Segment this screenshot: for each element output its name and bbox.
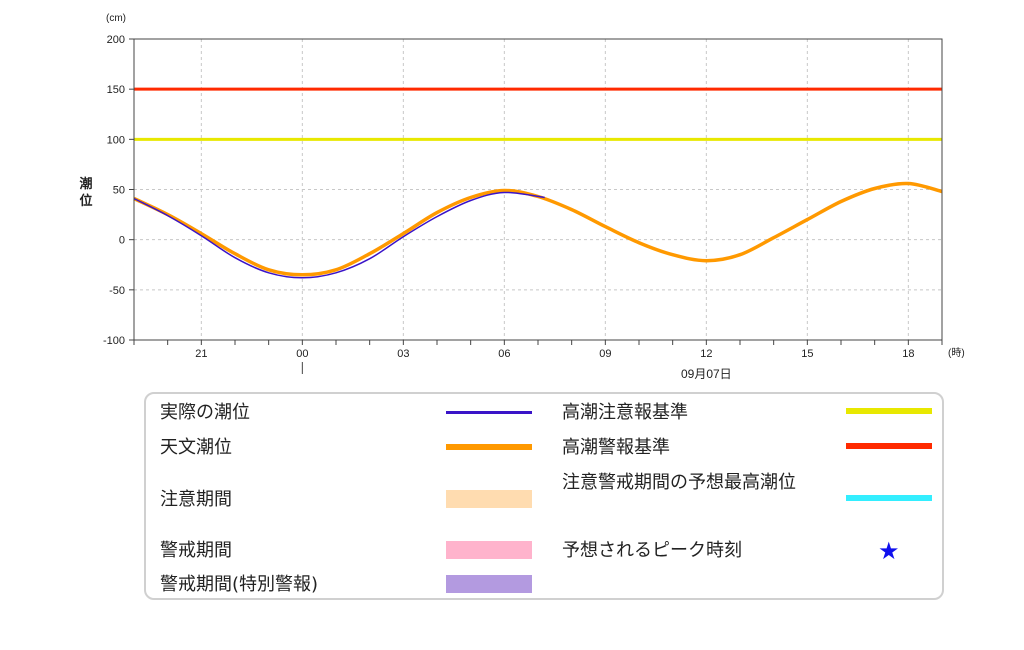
tide-chart: 200 150 100 50 0 -50 -100 21 00 03 06 09 12 15 18 (cm… (79, 13, 965, 381)
x-axis: 21 00 03 06 09 12 15 18 (133, 340, 943, 374)
legend-caution-std-label: 高潮注意報基準 (562, 402, 688, 423)
legend-forecast-max-line (846, 495, 932, 501)
x-tick-label: 06 (498, 348, 510, 360)
x-tick-label: 00 (296, 348, 308, 360)
star-icon: ★ (878, 537, 900, 565)
chart-grid (134, 39, 942, 340)
x-tick-label: 09 (599, 348, 611, 360)
threshold-lines (134, 87, 942, 141)
legend-warning-std-label: 高潮警報基準 (562, 437, 670, 458)
y-tick-label: 200 (107, 34, 125, 46)
legend-astro-line (446, 444, 532, 450)
legend-warning-std-line (846, 443, 932, 449)
legend-caution-std-line (846, 408, 932, 414)
y-tick-label: 50 (113, 185, 125, 197)
x-tick-label: 15 (801, 348, 813, 360)
legend-actual-label: 実際の潮位 (160, 402, 250, 423)
y-axis-label: 潮位 (79, 176, 92, 209)
legend-special-period-swatch (446, 575, 532, 593)
legend-caution-period-label: 注意期間 (160, 489, 232, 510)
x-tick-label: 21 (195, 348, 207, 360)
y-tick-label: -50 (109, 285, 125, 297)
legend-warning-period-label: 警戒期間 (160, 540, 232, 561)
series-lines (133, 181, 943, 279)
y-tick-label: 150 (107, 84, 125, 96)
legend-forecast-max-label: 注意警戒期間の予想最高潮位 (562, 472, 796, 493)
y-tick-label: 100 (107, 134, 125, 146)
x-tick-label: 03 (397, 348, 409, 360)
y-tick-label: -100 (103, 335, 125, 347)
y-tick-label: 0 (119, 235, 125, 247)
x-unit-label: (時) (948, 347, 965, 359)
x-tick-label: 18 (902, 348, 914, 360)
legend-special-period-label: 警戒期間(特別警報) (160, 574, 319, 595)
legend-peak-time-label: 予想されるピーク時刻 (562, 540, 742, 561)
legend-astro-label: 天文潮位 (160, 437, 232, 458)
series-line (133, 191, 545, 279)
legend: 実際の潮位 天文潮位 注意期間 警戒期間 警戒期間(特別警報) 高潮注意報基準 … (144, 392, 944, 600)
y-axis: 200 150 100 50 0 -50 -100 (103, 34, 134, 347)
date-label: 09月07日 (681, 367, 732, 381)
legend-actual-line (446, 411, 532, 414)
legend-caution-period-swatch (446, 490, 532, 508)
y-unit-label: (cm) (106, 13, 126, 24)
x-tick-label: 12 (700, 348, 712, 360)
legend-warning-period-swatch (446, 541, 532, 559)
